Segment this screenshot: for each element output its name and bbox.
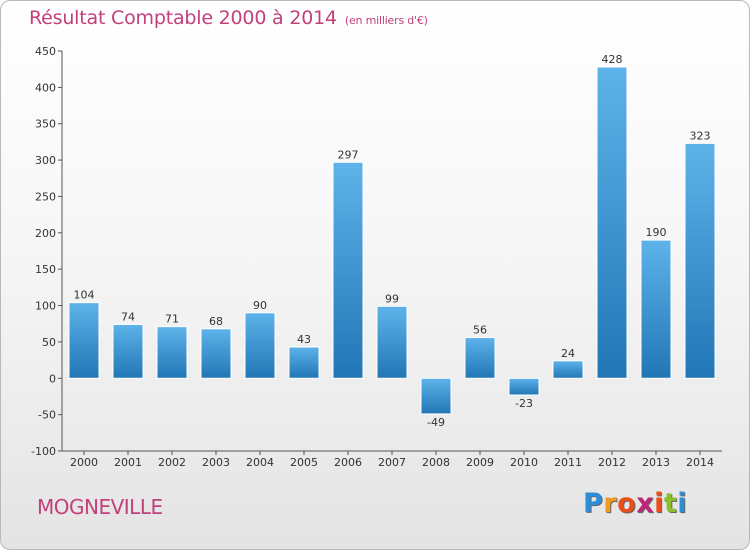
y-tick-label: 100 [35, 300, 56, 313]
y-tick-label: 0 [49, 372, 56, 385]
data-label-2013: 190 [646, 226, 667, 239]
x-tick-label: 2009 [466, 456, 494, 469]
chart-title: Résultat Comptable 2000 à 2014 (en millie… [29, 7, 428, 29]
data-label-2011: 24 [561, 347, 575, 360]
data-label-2012: 428 [602, 53, 623, 66]
x-tick-label: 2012 [598, 456, 626, 469]
data-label-2014: 323 [690, 129, 711, 142]
y-tick-label: 50 [42, 336, 56, 349]
x-tick-label: 2007 [378, 456, 406, 469]
proxiti-logo: Proxiti [583, 488, 687, 519]
data-label-2008: -49 [427, 416, 445, 429]
bar-2014 [684, 142, 716, 379]
x-tick-label: 2003 [202, 456, 230, 469]
logo-letter: i [677, 488, 688, 519]
x-tick-label: 2014 [686, 456, 714, 469]
logo-letter: P [583, 488, 604, 519]
x-tick-label: 2011 [554, 456, 582, 469]
logo-letter: o [617, 488, 637, 519]
x-tick-label: 2002 [158, 456, 186, 469]
y-tick-label: 200 [35, 227, 56, 240]
x-tick-label: 2013 [642, 456, 670, 469]
y-tick-label: 350 [35, 118, 56, 131]
y-tick-label: 150 [35, 263, 56, 276]
chart-axes: -100 -50 0 50 100 150 200 250 300 350 400 450 2000 20… [31, 45, 722, 469]
y-tick-label: 400 [35, 81, 56, 94]
bar-2004 [244, 312, 276, 379]
x-tick-label: 2006 [334, 456, 362, 469]
bar-2010 [508, 377, 540, 396]
x-tick-label: 2008 [422, 456, 450, 469]
chart-title-text: Résultat Comptable 2000 à 2014 [29, 7, 337, 29]
x-tick-label: 2005 [290, 456, 318, 469]
data-label-2001: 74 [121, 310, 135, 323]
data-label-2010: -23 [515, 397, 533, 410]
bar-2005 [288, 346, 320, 379]
commune-name: MOGNEVILLE [37, 495, 163, 519]
data-label-2005: 43 [297, 333, 311, 346]
bar-2013 [640, 239, 672, 379]
bar-2003 [200, 328, 232, 379]
data-label-2002: 71 [165, 313, 179, 326]
bar-2007 [376, 305, 408, 379]
bar-2002 [156, 326, 188, 379]
bar-2006 [332, 161, 364, 379]
data-label-2009: 56 [473, 324, 487, 337]
x-tick-label: 2004 [246, 456, 274, 469]
data-label-2007: 99 [385, 292, 399, 305]
bar-2009 [464, 337, 496, 379]
logo-letter: x [636, 488, 655, 519]
bar-2008 [420, 377, 452, 415]
x-tick-label: 2010 [510, 456, 538, 469]
chart-data-labels: 104 74 71 68 90 43 297 99 -49 56 -23 24 428 190 323 [74, 53, 711, 429]
data-label-2004: 90 [253, 299, 267, 312]
bar-2001 [112, 323, 144, 379]
data-label-2000: 104 [74, 289, 95, 302]
chart-bars [68, 66, 716, 415]
y-tick-label: 300 [35, 154, 56, 167]
y-tick-label: -100 [31, 445, 56, 458]
y-tick-label: 250 [35, 190, 56, 203]
bar-2011 [552, 360, 584, 379]
bar-2000 [68, 302, 100, 379]
logo-letter: r [603, 488, 618, 519]
data-label-2006: 297 [338, 148, 359, 161]
y-tick-label: 450 [35, 45, 56, 58]
y-tick-label: -50 [38, 409, 56, 422]
data-label-2003: 68 [209, 315, 223, 328]
bar-2012 [596, 66, 628, 379]
x-tick-label: 2001 [114, 456, 142, 469]
chart-subtitle: (en milliers d'€) [344, 14, 428, 27]
logo-letter: t [663, 488, 678, 519]
x-tick-label: 2000 [70, 456, 98, 469]
logo-letter: i [654, 488, 664, 519]
